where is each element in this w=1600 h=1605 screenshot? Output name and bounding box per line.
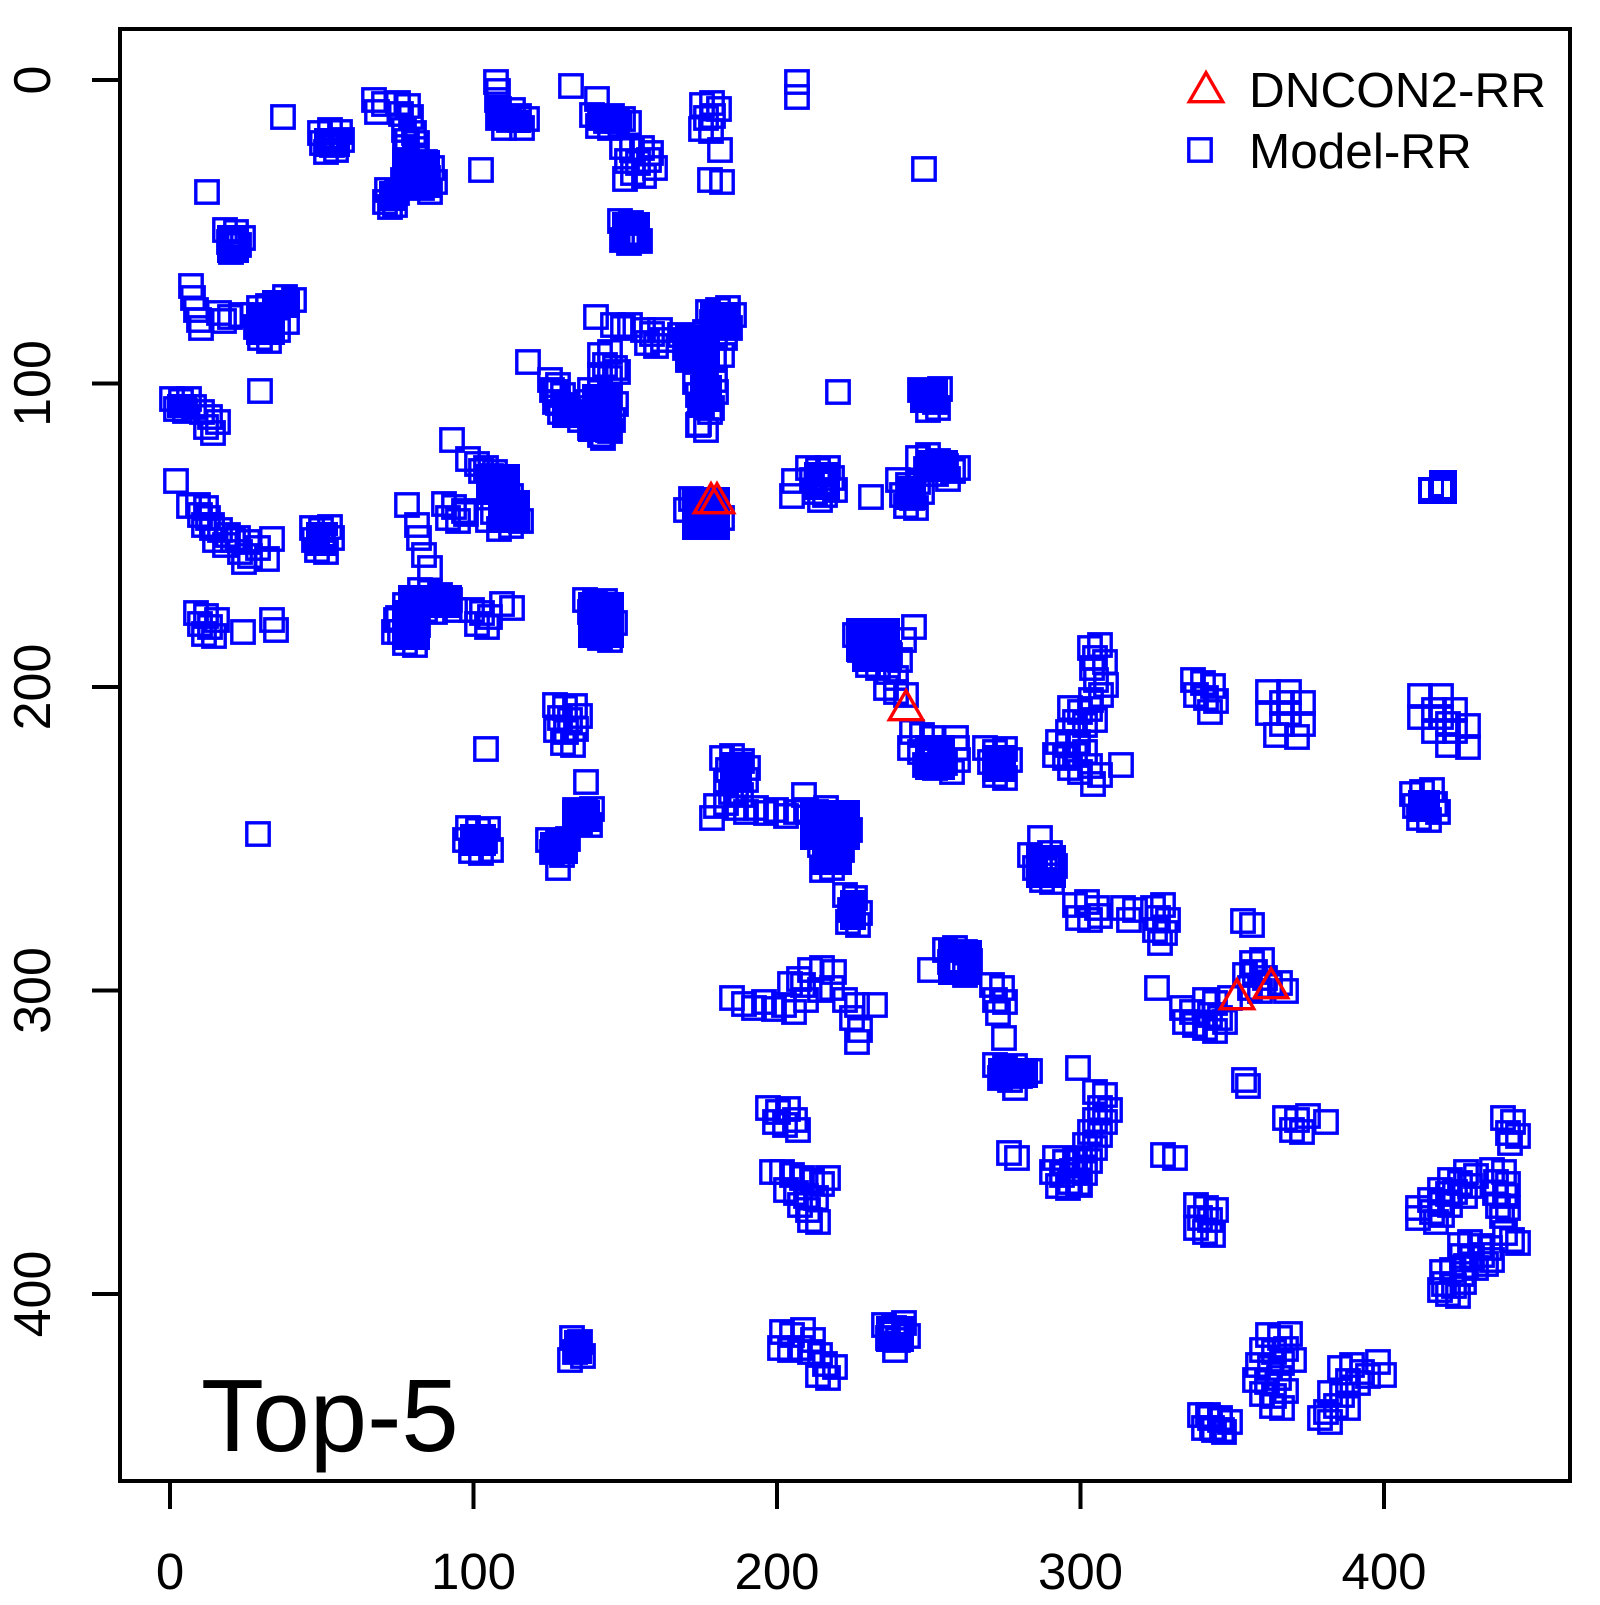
svg-text:200: 200 [734,1543,819,1600]
svg-text:400: 400 [4,1251,62,1338]
svg-text:0: 0 [4,66,62,95]
svg-text:Top-5: Top-5 [201,1358,459,1473]
svg-text:400: 400 [1341,1543,1426,1600]
svg-text:Model-RR: Model-RR [1249,124,1472,179]
svg-text:200: 200 [4,644,62,731]
svg-text:100: 100 [4,340,62,427]
svg-text:300: 300 [4,947,62,1034]
svg-text:100: 100 [431,1543,516,1600]
svg-text:0: 0 [156,1543,184,1600]
svg-text:300: 300 [1038,1543,1123,1600]
svg-text:DNCON2-RR: DNCON2-RR [1249,63,1546,118]
